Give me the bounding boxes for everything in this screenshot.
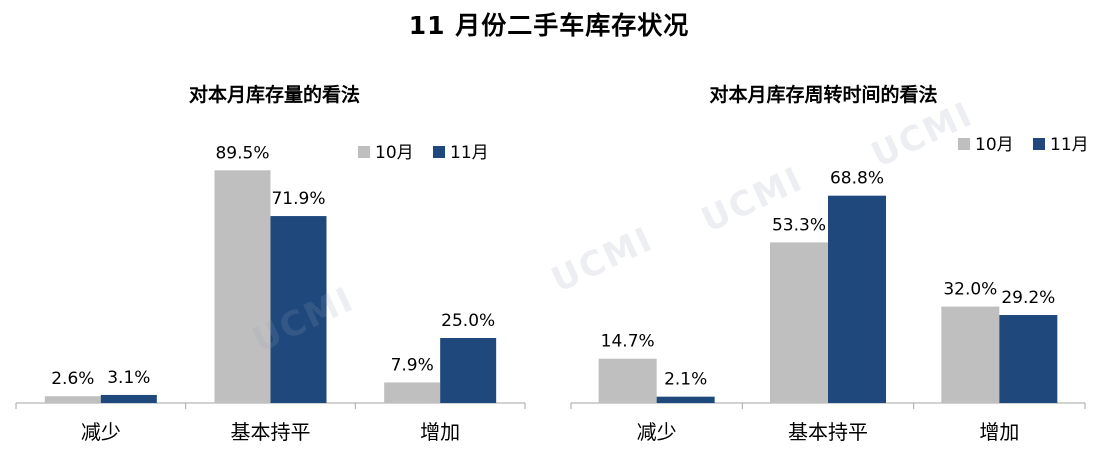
- legend-label: 11月: [1050, 135, 1089, 155]
- page-title: 11 月份二手车库存状况: [408, 11, 690, 40]
- bar-nov: [828, 195, 886, 403]
- legend-label: 10月: [375, 143, 414, 163]
- legend-swatch: [958, 138, 970, 150]
- bar-nov: [999, 315, 1058, 403]
- bar-oct: [214, 170, 271, 403]
- legend-label: 10月: [975, 135, 1014, 155]
- chart-title: 对本月库存周转时间的看法: [709, 84, 938, 106]
- chart-panel-turnover-time: 对本月库存周转时间的看法 UCMI UCMI UCMI 14.7% 2.1% 减少 5…: [546, 70, 1098, 456]
- bar-chart-inventory-level: 2.6% 3.1% 减少 89.5% 71.9% 基本持平 7.9% 25.0% 增加 10月 11…: [15, 143, 526, 444]
- bar-oct: [384, 382, 441, 403]
- data-label: 29.2%: [1001, 288, 1055, 308]
- legend-swatch: [433, 146, 445, 158]
- data-label: 89.5%: [215, 143, 269, 163]
- bar-oct: [598, 358, 657, 403]
- data-label: 2.1%: [664, 370, 707, 390]
- data-label: 53.3%: [772, 215, 826, 235]
- bar-chart-turnover-time: 14.7% 2.1% 减少 53.3% 68.8% 基本持平 32.0% 29.2% 增加 10月…: [570, 135, 1089, 444]
- x-tick-label: 基本持平: [788, 420, 868, 444]
- data-label: 3.1%: [107, 368, 150, 388]
- x-tick-label: 减少: [81, 420, 121, 444]
- legend-label: 11月: [450, 143, 489, 163]
- bar-nov: [270, 216, 327, 403]
- legend-swatch: [358, 146, 370, 158]
- x-tick-label: 基本持平: [231, 420, 311, 444]
- bar-nov: [656, 396, 715, 403]
- bar-oct: [770, 242, 828, 403]
- bar-nov: [100, 394, 157, 403]
- data-label: 71.9%: [271, 189, 325, 209]
- data-label: 2.6%: [51, 369, 94, 389]
- chart-panel-inventory-level: 对本月库存量的看法 UCMI 2.6% 3.1% 减少 89.5% 71.9% 基本持平 7…: [0, 70, 549, 456]
- data-label: 68.8%: [830, 169, 884, 189]
- bar-oct: [44, 396, 101, 403]
- data-label: 7.9%: [391, 355, 434, 375]
- bar-nov: [440, 338, 497, 403]
- data-label: 32.0%: [943, 280, 997, 300]
- x-tick-label: 增加: [420, 420, 460, 444]
- bar-oct: [941, 306, 1000, 403]
- x-tick-label: 增加: [979, 420, 1019, 444]
- x-tick-label: 减少: [637, 420, 677, 444]
- chart-title: 对本月库存量的看法: [188, 84, 360, 106]
- data-label: 25.0%: [441, 311, 495, 331]
- data-label: 14.7%: [601, 332, 655, 352]
- legend-swatch: [1033, 138, 1045, 150]
